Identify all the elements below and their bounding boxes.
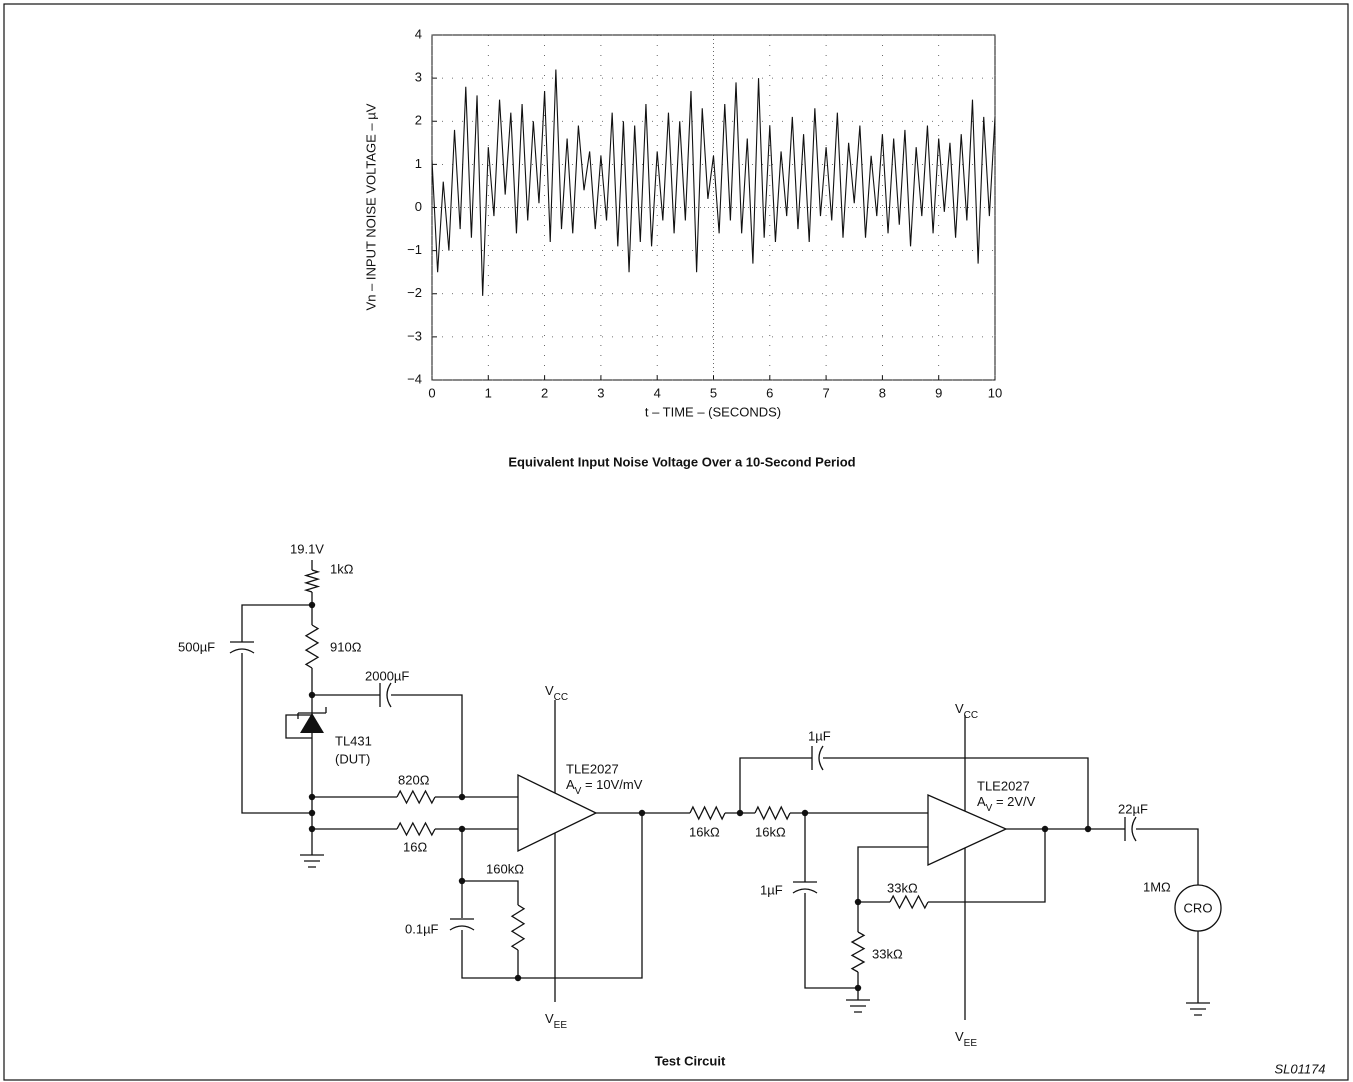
label: 16Ω xyxy=(403,839,427,854)
x-tick-label: 5 xyxy=(710,385,717,400)
zener xyxy=(297,707,327,719)
y-tick-label: 3 xyxy=(415,70,422,85)
x-tick-label: 8 xyxy=(879,385,886,400)
ground xyxy=(300,854,324,868)
wire xyxy=(241,653,312,814)
label: 1µF xyxy=(760,882,783,897)
x-tick-label: 7 xyxy=(822,385,829,400)
label: 16kΩ xyxy=(689,824,720,839)
op-amp xyxy=(517,773,598,853)
wire xyxy=(823,757,1089,829)
circuit-title: Test Circuit xyxy=(655,1053,726,1068)
label: VCC xyxy=(955,701,978,721)
label: VEE xyxy=(545,1011,567,1031)
label: 2000µF xyxy=(365,668,409,683)
resistor xyxy=(889,894,929,910)
junction xyxy=(514,974,522,982)
wire xyxy=(928,829,1046,903)
y-tick-label: 2 xyxy=(415,113,422,128)
x-tick-label: 0 xyxy=(428,385,435,400)
capacitor xyxy=(386,682,392,708)
label: 19.1V xyxy=(290,541,324,556)
x-tick-label: 3 xyxy=(597,385,604,400)
y-tick-label: −2 xyxy=(407,285,422,300)
resistor xyxy=(396,821,436,837)
label: 500µF xyxy=(178,639,215,654)
junction xyxy=(1084,825,1092,833)
y-tick-label: 4 xyxy=(415,26,422,41)
label: 16kΩ xyxy=(755,824,786,839)
resistor xyxy=(304,624,320,669)
junction xyxy=(854,984,862,992)
label: 160kΩ xyxy=(486,861,524,876)
label: 1kΩ xyxy=(330,561,354,576)
capacitor xyxy=(449,925,475,931)
x-tick-label: 2 xyxy=(541,385,548,400)
dut-loop xyxy=(285,714,312,739)
label: AV = 10V/mV xyxy=(566,777,643,797)
x-tick-label: 4 xyxy=(654,385,661,400)
wire xyxy=(857,846,928,902)
label: TLE2027 xyxy=(977,778,1030,793)
resistor xyxy=(754,805,791,821)
op-amp xyxy=(927,794,1008,867)
capacitor xyxy=(229,648,255,654)
label: AV = 2V/V xyxy=(977,794,1036,814)
x-tick-label: 1 xyxy=(485,385,492,400)
y-tick-label: −3 xyxy=(407,328,422,343)
label: 33kΩ xyxy=(872,946,903,961)
label: (DUT) xyxy=(335,751,370,766)
label: TLE2027 xyxy=(566,761,619,776)
junction xyxy=(638,809,646,817)
label: 1µF xyxy=(808,728,831,743)
label: 1MΩ xyxy=(1143,879,1171,894)
ground xyxy=(1186,1002,1210,1016)
ground xyxy=(846,999,870,1013)
label: 33kΩ xyxy=(887,880,918,895)
page-border xyxy=(3,3,1349,1081)
chart-title: Equivalent Input Noise Voltage Over a 10… xyxy=(508,454,855,469)
label: 820Ω xyxy=(398,772,430,787)
resistor xyxy=(689,805,726,821)
wire xyxy=(462,880,519,905)
wire xyxy=(391,694,463,797)
label: VCC xyxy=(545,683,568,703)
zener xyxy=(300,713,324,733)
capacitor xyxy=(792,888,818,894)
noise-trace xyxy=(431,69,996,296)
x-tick-label: 10 xyxy=(988,385,1002,400)
y-axis-label: Vn – INPUT NOISE VOLTAGE – µV xyxy=(363,103,378,310)
wire xyxy=(241,604,312,642)
x-tick-label: 9 xyxy=(935,385,942,400)
label: VEE xyxy=(955,1029,977,1049)
x-tick-label: 6 xyxy=(766,385,773,400)
resistor xyxy=(850,931,866,973)
capacitor xyxy=(1131,816,1137,842)
wire xyxy=(804,893,858,989)
figure-id: SL01174 xyxy=(1274,1061,1325,1076)
label: 910Ω xyxy=(330,639,362,654)
wire xyxy=(1136,828,1199,885)
resistor xyxy=(396,789,436,805)
circuit: 19.1V 1kΩ 500µF 910Ω 2000µF TL431 (DUT) … xyxy=(178,541,1326,1076)
y-tick-label: −4 xyxy=(407,371,422,386)
y-tick-label: 1 xyxy=(415,156,422,171)
resistor xyxy=(510,904,526,951)
y-tick-label: 0 xyxy=(415,199,422,214)
x-axis-label: t – TIME – (SECONDS) xyxy=(645,404,781,419)
wire xyxy=(739,757,812,813)
wire xyxy=(461,813,643,979)
resistor xyxy=(303,569,321,593)
capacitor xyxy=(818,745,824,771)
label: 22µF xyxy=(1118,801,1148,816)
junction xyxy=(458,793,466,801)
y-tick-label: −1 xyxy=(407,242,422,257)
label: TL431 xyxy=(335,733,372,748)
label: CRO xyxy=(1184,900,1213,915)
label: 0.1µF xyxy=(405,921,439,936)
chart: t – TIME – (SECONDS) Vn – INPUT NOISE VO… xyxy=(363,26,1002,469)
